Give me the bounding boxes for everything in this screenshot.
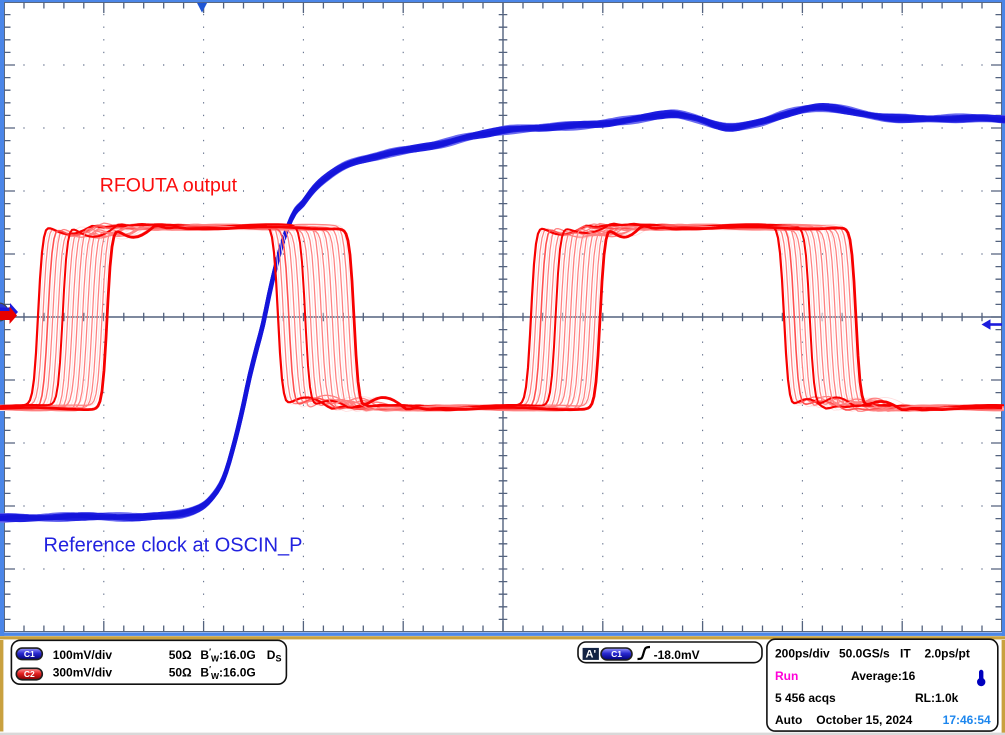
svg-text:5 456 acqs: 5 456 acqs: [775, 691, 836, 705]
svg-text:C1: C1: [24, 649, 35, 659]
svg-text:Reference clock at OSCIN_P: Reference clock at OSCIN_P: [44, 534, 303, 556]
svg-text:C2: C2: [24, 669, 35, 679]
svg-text:RL:1.0k: RL:1.0k: [915, 691, 959, 705]
svg-text:200ps/div: 200ps/div: [775, 646, 830, 660]
svg-text:October 15, 2024: October 15, 2024: [816, 713, 912, 727]
svg-text:50.0GS/s: 50.0GS/s: [839, 646, 890, 660]
svg-text:50Ω: 50Ω: [169, 648, 192, 662]
svg-text:-18.0mV: -18.0mV: [654, 648, 700, 662]
svg-text:2.0ps/pt: 2.0ps/pt: [925, 646, 970, 660]
svg-text:IT: IT: [900, 646, 911, 660]
svg-text:B′W:16.0G: B′W:16.0G: [200, 647, 255, 663]
svg-text:Average:16: Average:16: [851, 669, 916, 683]
svg-text:RFOUTA output: RFOUTA output: [100, 175, 238, 197]
svg-text:Auto: Auto: [775, 713, 802, 727]
svg-text:100mV/div: 100mV/div: [53, 648, 113, 662]
svg-text:300mV/div: 300mV/div: [53, 665, 113, 679]
svg-text:C1: C1: [611, 649, 622, 659]
svg-text:B′W:16.0G: B′W:16.0G: [200, 665, 255, 681]
svg-text:Run: Run: [775, 669, 798, 683]
svg-text:A': A': [586, 649, 597, 661]
svg-text:17:46:54: 17:46:54: [943, 713, 991, 727]
svg-text:50Ω: 50Ω: [169, 665, 192, 679]
